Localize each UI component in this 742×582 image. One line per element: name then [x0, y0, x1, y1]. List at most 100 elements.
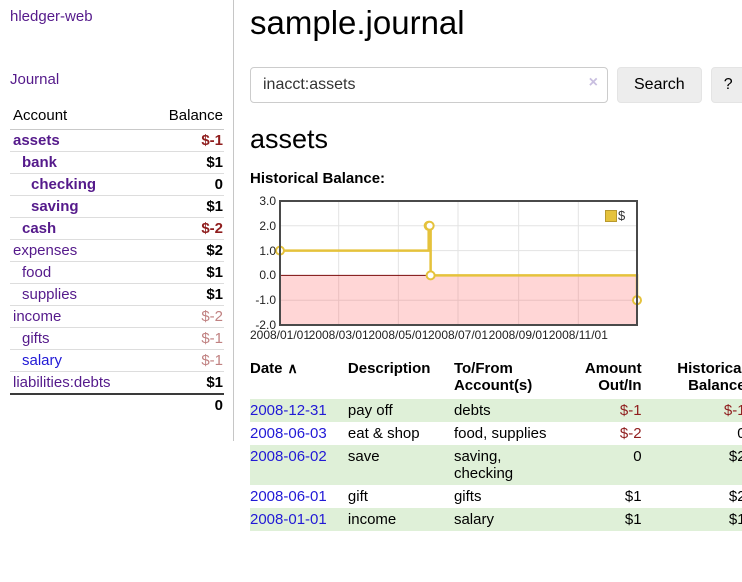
account-balance: $-1: [145, 349, 224, 372]
register-cell-date: 2008-01-01: [250, 508, 348, 531]
transaction-date-link[interactable]: 2008-01-01: [250, 511, 327, 528]
register-cell-date: 2008-06-01: [250, 485, 348, 508]
register-table: Date ∧ Description To/From Account(s) Amo…: [250, 358, 742, 531]
account-balance: 0: [145, 173, 224, 196]
register-cell-description: save: [347, 445, 454, 485]
legend-series-label: $: [618, 208, 626, 223]
transaction-date-link[interactable]: 2008-06-03: [250, 425, 327, 442]
register-cell-accounts: food, supplies: [453, 425, 547, 442]
chart-heading: Historical Balance:: [250, 170, 386, 187]
account-row: income $-2: [10, 305, 224, 328]
historical-balance-chart: 3.0 2.0 1.0 0.0 -1.0 -2.0 2008/01/01 2008/03/01…: [250, 194, 736, 343]
register-header-balance: Historical Balance: [677, 360, 742, 394]
account-link-cash[interactable]: cash: [22, 220, 57, 237]
chart-legend: $: [605, 208, 625, 223]
account-row: salary $-1: [10, 349, 224, 372]
register-cell-balance: $2: [728, 488, 742, 505]
accounts-table: Account Balance assets $-1 bank $1 checking 0…: [10, 103, 224, 416]
register-cell-description: pay off: [347, 399, 454, 422]
help-button[interactable]: ?: [710, 67, 742, 103]
register-header-description: Description: [347, 360, 431, 377]
register-header-row: Date ∧ Description To/From Account(s) Amo…: [250, 358, 742, 399]
register-cell-balance: $-1: [641, 399, 742, 422]
account-balance: $-1: [145, 327, 224, 350]
account-link-gifts[interactable]: gifts: [22, 330, 50, 347]
register-cell-date: 2008-12-31: [250, 399, 348, 422]
register-cell-amount: $1: [568, 508, 642, 531]
account-heading: assets: [250, 124, 329, 154]
account-row: food $1: [10, 261, 224, 284]
register-cell-amount: $-1: [568, 399, 642, 422]
sidebar-item-journal[interactable]: Journal: [10, 71, 60, 88]
register-cell-date: 2008-06-03: [250, 422, 348, 445]
register-cell-description: income: [347, 508, 454, 531]
transaction-date-link[interactable]: 2008-12-31: [250, 402, 327, 419]
register-cell-balance: 0: [737, 425, 742, 442]
account-row: supplies $1: [10, 283, 224, 306]
account-link-salary[interactable]: salary: [22, 352, 63, 369]
account-link-saving[interactable]: saving: [31, 198, 79, 215]
account-link-assets[interactable]: assets: [13, 132, 60, 149]
register-cell-accounts: gifts: [453, 488, 482, 505]
page-title: sample.journal: [250, 4, 465, 41]
accounts-header-balance: Balance: [145, 103, 224, 130]
accounts-total-value: 0: [145, 393, 224, 416]
table-row: 2008-01-01 income salary $1 $1: [250, 508, 742, 531]
x-axis-tick-label: 2008/09/01: [488, 328, 549, 342]
register-cell-accounts: saving, checking: [453, 445, 569, 485]
account-balance: $1: [145, 261, 224, 284]
y-axis-tick-label: -2.0: [255, 318, 276, 332]
account-link-food[interactable]: food: [22, 264, 52, 281]
x-axis-tick-label: 2008/07/01: [427, 328, 489, 342]
y-axis-tick-label: 3.0: [259, 194, 276, 208]
account-row: checking 0: [10, 173, 224, 196]
register-cell-description: gift: [347, 488, 368, 505]
account-balance: $1: [145, 283, 224, 306]
account-link-expenses[interactable]: expenses: [13, 242, 78, 259]
x-axis-tick-label: 2008/05/01: [368, 328, 429, 342]
x-axis-tick-label: 2008/01/01: [249, 328, 311, 342]
sort-ascending-icon: ∧: [287, 360, 298, 376]
sidebar: hledger-web Journal Account Balance asse…: [0, 0, 234, 441]
account-link-bank[interactable]: bank: [22, 154, 58, 171]
search-form: × Search ?: [250, 67, 742, 103]
register-body: 2008-12-31 pay off debts $-1 $-1 2008-06-03 ea…: [250, 399, 742, 531]
account-balance: $1: [145, 151, 224, 174]
account-balance: $-1: [201, 132, 223, 149]
table-row: 2008-06-01 gift gifts $1 $2: [250, 485, 742, 508]
legend-swatch: [605, 209, 617, 222]
search-input-wrap: ×: [250, 67, 608, 103]
account-row: bank $1: [10, 151, 224, 174]
register-header-date[interactable]: Date ∧: [250, 360, 298, 377]
transaction-date-link[interactable]: 2008-06-02: [250, 448, 327, 465]
account-link-income[interactable]: income: [13, 308, 62, 325]
y-axis-tick-label: 0.0: [259, 268, 276, 283]
brand-link[interactable]: hledger-web: [10, 8, 93, 25]
table-row: 2008-06-03 eat & shop food, supplies $-2 0: [250, 422, 742, 445]
account-link-supplies[interactable]: supplies: [22, 286, 78, 303]
register-cell-balance: $2: [641, 445, 742, 485]
clear-search-icon[interactable]: ×: [588, 74, 598, 91]
x-axis-tick-label: 2008/11/01: [548, 328, 608, 342]
register-cell-balance: $1: [641, 508, 742, 531]
register-cell-description: eat & shop: [347, 425, 420, 442]
accounts-header-account: Account: [10, 103, 146, 130]
transaction-date-link[interactable]: 2008-06-01: [250, 488, 327, 505]
search-button[interactable]: Search: [617, 67, 702, 103]
search-input[interactable]: [250, 67, 608, 103]
register-cell-amount: $-2: [619, 425, 642, 442]
register-cell-accounts: debts: [453, 399, 569, 422]
account-balance: $2: [145, 239, 224, 262]
account-link-checking[interactable]: checking: [31, 176, 97, 193]
register-cell-amount: 0: [568, 445, 642, 485]
account-row: assets $-1: [10, 130, 224, 152]
register-cell-accounts: salary: [453, 508, 569, 531]
register-header-accounts: To/From Account(s): [453, 360, 533, 394]
account-balance: $1: [145, 195, 224, 218]
main-content: sample.journal × Search ? assets Histori…: [234, 0, 742, 531]
account-link-liabilities-debts[interactable]: liabilities:debts: [13, 374, 111, 391]
chart-plot: [275, 200, 642, 326]
table-row: 2008-06-02 save saving, checking 0 $2: [250, 445, 742, 485]
x-axis-tick-label: 2008/03/01: [308, 328, 369, 342]
account-row: saving $1: [10, 195, 224, 218]
